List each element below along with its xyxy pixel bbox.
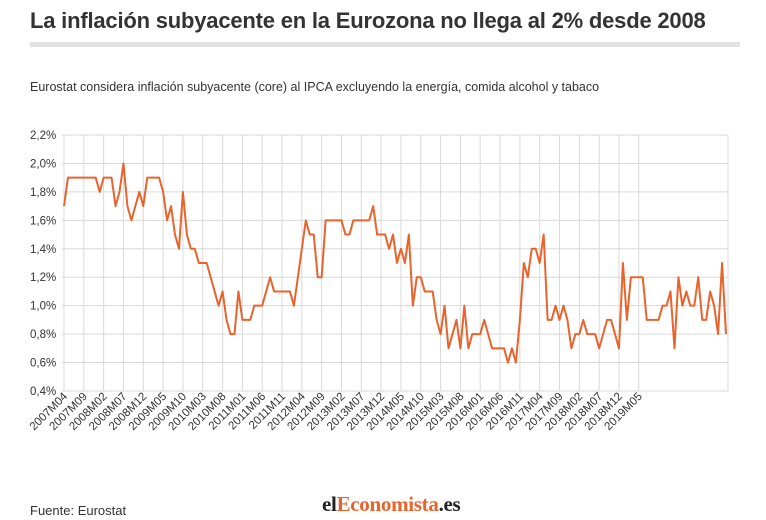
y-tick-label: 0,4% — [30, 386, 56, 398]
y-tick-label: 2,2% — [30, 130, 56, 142]
y-tick-label: 0,6% — [30, 358, 56, 370]
eleconomista-logo[interactable]: elEconomista.es — [322, 492, 461, 517]
y-tick-label: 1,4% — [30, 244, 56, 256]
y-tick-label: 1,2% — [30, 272, 56, 284]
source-note: Fuente: Eurostat — [30, 503, 127, 518]
chart-grid — [62, 134, 729, 392]
logo-part-es: .es — [438, 492, 461, 516]
y-tick-label: 0,8% — [30, 329, 56, 341]
logo-part-el: el — [322, 492, 337, 516]
core-inflation-line — [63, 162, 727, 364]
y-tick-label: 1,6% — [30, 215, 56, 227]
chart-subtitle: Eurostat considera inflación subyacente … — [30, 80, 600, 94]
y-axis-ticks: 0,4% 0,6% 0,8% 1,0% 1,2% 1,4% 1,6% 1,8% 2,0% 2,2% — [30, 130, 56, 398]
y-tick-label: 1,0% — [30, 301, 56, 313]
logo-part-economista: Economista — [336, 492, 439, 516]
x-axis-ticks: 2007M042007M092008M022008M072008M122009M… — [28, 390, 645, 433]
y-tick-label: 1,8% — [30, 187, 56, 199]
chart-title: La inflación subyacente en la Eurozona n… — [30, 8, 706, 33]
title-divider — [30, 42, 740, 47]
y-tick-label: 2,0% — [30, 158, 56, 170]
